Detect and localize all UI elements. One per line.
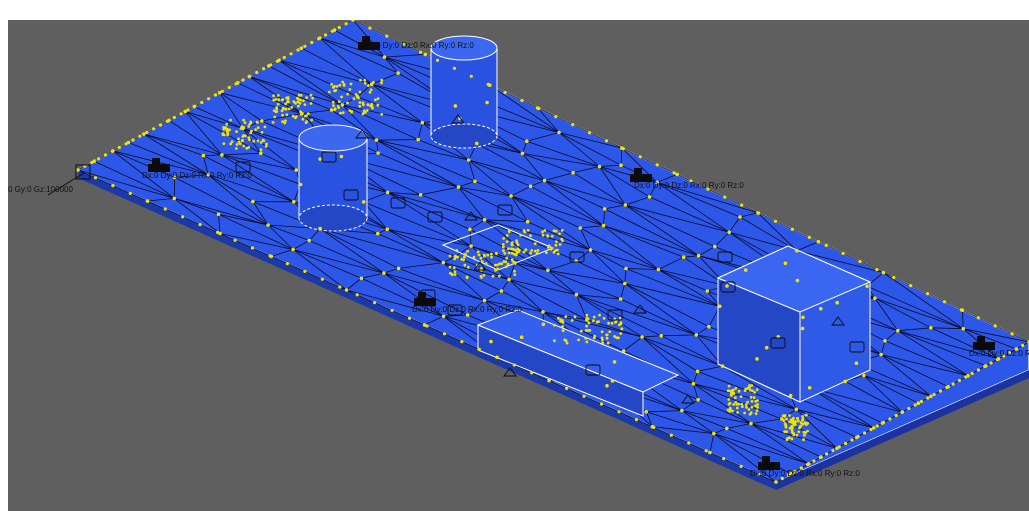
mass-point-icon — [607, 309, 623, 321]
bc-marker-2[interactable]: Dx:0 Dy:0 Dz:0 Rx:0 Ry:0 Rz:0 — [142, 158, 252, 180]
bc-marker-3[interactable]: Dx:0 Dy:0 Dz:0 Rx:0 Ry:0 Rz:0 — [630, 168, 744, 190]
bc-marker-5[interactable]: Dx:0 Dy:0 Dz:0 Rx:0 Ry:0 Rz:0 — [969, 336, 1029, 358]
load-arrow-icon — [630, 174, 652, 182]
mass-point-icon — [569, 251, 585, 263]
support-triangle-icon — [831, 316, 845, 326]
gravity-marker[interactable]: 0 Gy:0 Gz:100000 — [8, 164, 91, 196]
bc-label-6: Dx:0 Dy:0 Dz:0 Rx:0 Ry:0 Rz:0 — [750, 469, 860, 478]
slab-front-edge[interactable] — [78, 170, 776, 490]
support-symbols — [235, 114, 865, 404]
bc-label-3: Dx:0 Dy:0 Dz:0 Rx:0 Ry:0 Rz:0 — [634, 181, 744, 190]
bc-label-1: Dx:0 Dy:0 Dz:0 Rx:0 Ry:0 Rz:0 — [364, 41, 474, 50]
support-triangle-icon — [681, 394, 695, 404]
mesh-nodes — [76, 20, 1029, 484]
boundary-conditions: Dx:0 Dy:0 Dz:0 Rx:0 Ry:0 Rz:0 Dx:0 Dy:0 … — [142, 36, 1029, 478]
pipe-rack-frame[interactable] — [441, 224, 555, 271]
mass-point-icon — [720, 281, 736, 293]
bc-marker-1[interactable]: Dx:0 Dy:0 Dz:0 Rx:0 Ry:0 Rz:0 — [358, 36, 474, 50]
mass-point-icon — [447, 304, 463, 316]
bc-marker-4[interactable]: Dx:0 Dy:0 Dz:0 Rx:0 Ry:0 Rz:0 — [412, 292, 522, 314]
mass-point-icon — [427, 211, 443, 223]
gravity-label: 0 Gy:0 Gz:100000 — [8, 185, 73, 194]
mass-point-icon — [497, 204, 513, 216]
caption-strip — [0, 0, 1029, 20]
fem-mesh-scene[interactable]: Dx:0 Dy:0 Dz:0 Rx:0 Ry:0 Rz:0 Dx:0 Dy:0 … — [8, 20, 1029, 511]
mass-point-icon — [585, 364, 601, 376]
load-arrow-icon — [358, 42, 380, 50]
support-triangle-icon — [355, 129, 369, 139]
slab[interactable] — [76, 20, 1029, 490]
node-clusters — [221, 78, 809, 442]
tank-cylinder-front[interactable] — [298, 124, 368, 232]
bc-label-4: Dx:0 Dy:0 Dz:0 Rx:0 Ry:0 Rz:0 — [412, 305, 522, 314]
support-triangle-icon — [451, 114, 465, 124]
slab-right-edge[interactable] — [776, 370, 1029, 490]
equipment[interactable] — [298, 35, 872, 417]
support-triangle-icon — [464, 211, 478, 221]
support-triangle-icon — [633, 304, 647, 314]
bc-label-5: Dx:0 Dy:0 Dz:0 Rx:0 Ry:0 Rz:0 — [969, 349, 1029, 358]
equipment-box-low[interactable] — [476, 309, 680, 417]
mass-point-icon — [770, 337, 786, 349]
mass-point-icon — [717, 251, 733, 263]
mass-point-icon — [343, 189, 359, 201]
load-arrow-icon — [758, 462, 780, 470]
load-arrow-icon — [973, 342, 995, 350]
load-arrow-icon — [414, 298, 436, 306]
support-triangle-icon — [503, 367, 517, 377]
mass-point-icon — [235, 161, 251, 173]
gravity-box-icon — [75, 164, 91, 180]
mass-point-icon — [390, 197, 406, 209]
mass-point-icon — [321, 151, 337, 163]
support-triangle-icon — [473, 261, 487, 271]
bc-label-2: Dx:0 Dy:0 Dz:0 Rx:0 Ry:0 Rz:0 — [142, 171, 252, 180]
mass-point-icon — [849, 341, 865, 353]
load-arrow-icon — [148, 164, 170, 172]
equipment-box-large[interactable] — [716, 245, 872, 403]
bc-marker-6[interactable]: Dx:0 Dy:0 Dz:0 Rx:0 Ry:0 Rz:0 — [750, 456, 860, 478]
tank-cylinder-rear[interactable] — [430, 35, 498, 149]
model-viewport[interactable]: Dx:0 Dy:0 Dz:0 Rx:0 Ry:0 Rz:0 Dx:0 Dy:0 … — [8, 20, 1029, 511]
